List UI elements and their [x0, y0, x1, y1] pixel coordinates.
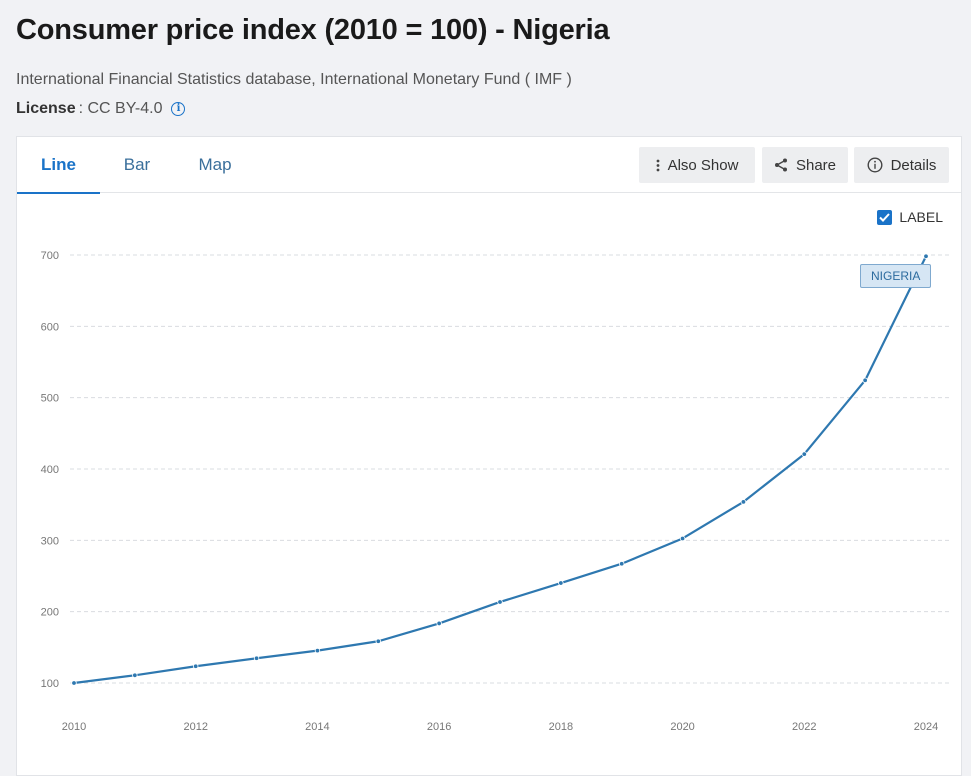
x-tick-label: 2020: [670, 721, 694, 733]
series-line-nigeria: [73, 255, 927, 685]
y-tick-label: 600: [41, 321, 59, 333]
x-tick-label: 2018: [549, 721, 573, 733]
label-toggle-text: LABEL: [899, 209, 943, 225]
license-value: : CC BY-4.0: [78, 100, 163, 117]
series-label-nigeria: NIGERIA: [860, 264, 932, 289]
details-label: Details: [890, 156, 937, 174]
info-icon[interactable]: i: [171, 102, 186, 116]
data-point: [375, 638, 381, 644]
label-checkbox[interactable]: [877, 209, 893, 225]
share-label: Share: [795, 156, 837, 174]
data-point: [253, 655, 260, 661]
x-tick-label: 2012: [183, 721, 207, 733]
y-tick-label: 300: [41, 535, 59, 547]
tab-bar[interactable]: Bar: [123, 155, 151, 174]
source-attribution: International Financial Statistics datab…: [16, 71, 572, 88]
share-button[interactable]: Share: [762, 147, 848, 183]
data-point: [497, 599, 503, 605]
data-point: [740, 499, 747, 505]
data-point: [679, 535, 686, 542]
data-point: [801, 451, 807, 457]
data-point: [558, 580, 564, 586]
chart-card: Line Bar Map Also Show Share Details: [16, 136, 962, 776]
y-tick-label: 200: [41, 607, 59, 619]
license-label: License: [16, 100, 76, 117]
more-vertical-icon: [656, 159, 659, 171]
data-point: [71, 680, 77, 686]
also-show-button[interactable]: Also Show: [639, 147, 755, 183]
details-button[interactable]: Details: [854, 147, 949, 183]
also-show-label: Also Show: [667, 156, 739, 174]
x-tick-label: 2016: [427, 721, 451, 733]
data-point: [132, 672, 138, 678]
y-tick-label: 700: [41, 250, 59, 262]
data-point: [923, 253, 929, 259]
data-point: [193, 663, 199, 669]
x-tick-label: 2010: [62, 721, 86, 733]
y-tick-label: 400: [41, 464, 59, 476]
license-line: License : CC BY-4.0 i: [16, 100, 186, 118]
tab-map[interactable]: Map: [198, 155, 232, 174]
x-tick-label: 2014: [305, 721, 329, 733]
data-point: [619, 561, 625, 567]
label-toggle[interactable]: LABEL: [877, 209, 943, 225]
checkmark-icon: [879, 212, 891, 222]
x-tick-label: 2024: [914, 721, 938, 733]
view-tabs: Line Bar Map Also Show Share Details: [17, 137, 961, 194]
x-tick-label: 2022: [792, 721, 816, 733]
page-title: Consumer price index (2010 = 100) - Nige…: [16, 14, 610, 46]
tab-line[interactable]: Line: [17, 137, 100, 194]
y-tick-label: 100: [41, 678, 59, 690]
share-icon: [774, 158, 787, 172]
y-tick-label: 500: [41, 393, 59, 405]
data-point: [314, 647, 321, 654]
info-circle-icon: [867, 157, 883, 173]
data-point: [862, 377, 868, 384]
line-chart: 100 200 300 400 500 600 700 2010 2012 2014 2016 201…: [41, 250, 949, 733]
data-point: [436, 620, 442, 627]
